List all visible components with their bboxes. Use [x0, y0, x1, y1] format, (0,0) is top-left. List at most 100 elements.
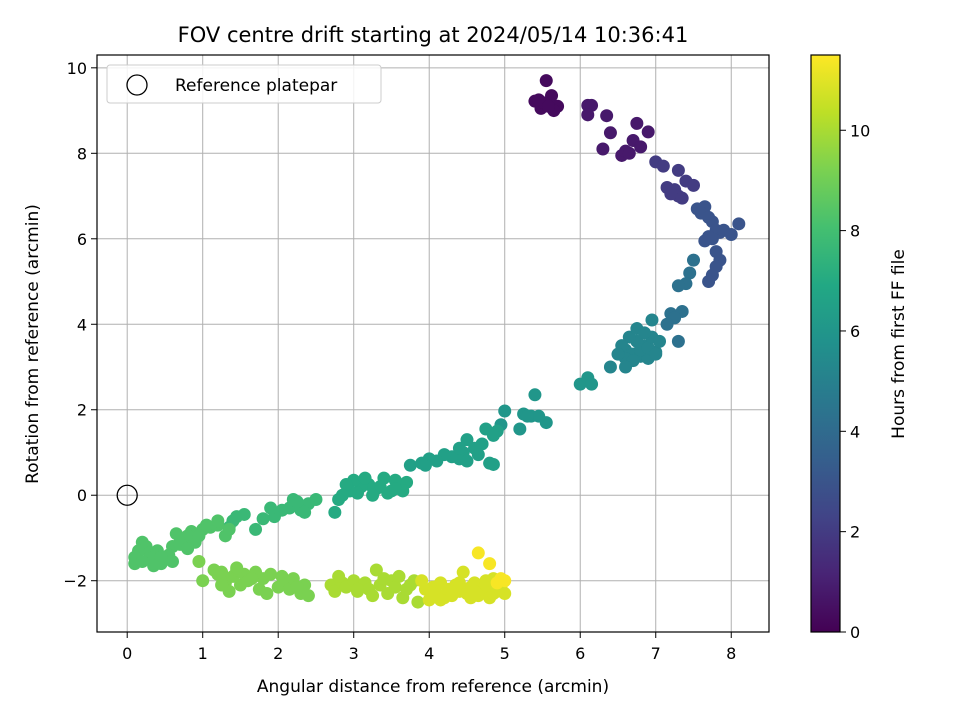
y-axis-label: Rotation from reference (arcmin) — [23, 204, 43, 484]
data-point — [619, 360, 633, 374]
data-point — [199, 518, 213, 532]
data-point — [637, 326, 651, 340]
data-point — [147, 559, 161, 573]
data-point — [630, 116, 644, 130]
data-point — [686, 178, 700, 192]
data-point — [192, 529, 206, 543]
data-point — [154, 550, 168, 564]
data-point — [392, 569, 406, 583]
data-point — [332, 493, 346, 507]
colorbar-label: Hours from first FF file — [889, 249, 909, 439]
data-point — [452, 441, 466, 455]
data-point — [388, 482, 402, 496]
data-point — [415, 456, 429, 470]
data-point — [196, 574, 210, 588]
data-point — [222, 522, 236, 536]
legend-marker-reference — [126, 74, 148, 96]
x-axis-ticks: 0 1 2 3 4 5 6 7 8 — [122, 632, 736, 663]
y-tick-label: 4 — [77, 315, 87, 334]
colorbar-tick-label: 4 — [850, 422, 860, 441]
data-point — [486, 457, 500, 471]
data-point — [585, 377, 599, 391]
x-tick-label: 5 — [500, 644, 510, 663]
colorbar-ticks: 0 2 4 6 8 10 — [840, 121, 870, 642]
x-tick-label: 8 — [726, 644, 736, 663]
data-point — [215, 578, 229, 592]
data-point — [542, 99, 556, 113]
data-point — [705, 232, 719, 246]
x-tick-label: 0 — [122, 644, 132, 663]
data-point — [169, 527, 183, 541]
y-tick-label: 2 — [77, 401, 87, 420]
data-point — [671, 163, 685, 177]
plot-area: 0 1 2 3 4 5 6 7 8 −2 0 2 4 6 8 10 — [63, 54, 770, 663]
data-point — [702, 275, 716, 289]
x-axis-label: Angular distance from reference (arcmin) — [257, 677, 609, 697]
data-point — [264, 567, 278, 581]
data-point — [328, 584, 342, 598]
data-point — [649, 347, 663, 361]
legend-label-reference: Reference platepar — [175, 76, 337, 96]
x-tick-label: 6 — [575, 644, 585, 663]
data-point — [366, 589, 380, 603]
data-point — [471, 448, 485, 462]
colorbar-tick-label: 8 — [850, 222, 860, 241]
data-point — [298, 505, 312, 519]
data-point — [135, 554, 149, 568]
data-point — [686, 253, 700, 267]
data-point — [290, 580, 304, 594]
data-point — [520, 409, 534, 423]
data-points — [128, 74, 746, 609]
data-point — [245, 572, 259, 586]
data-point — [641, 125, 655, 139]
reference-platepar-marker — [116, 484, 138, 506]
colorbar-gradient — [810, 54, 841, 633]
data-point — [332, 569, 346, 583]
data-point — [460, 454, 474, 468]
data-point — [366, 488, 380, 502]
data-point — [339, 478, 353, 492]
legend-box — [106, 64, 382, 104]
y-tick-label: 0 — [77, 486, 87, 505]
data-point — [301, 589, 315, 603]
x-tick-label: 1 — [198, 644, 208, 663]
x-tick-label: 7 — [651, 644, 661, 663]
data-point — [600, 109, 614, 123]
data-point — [683, 266, 697, 280]
data-point — [460, 433, 474, 447]
data-point — [166, 554, 180, 568]
x-tick-label: 3 — [349, 644, 359, 663]
chart-title: FOV centre drift starting at 2024/05/14 … — [178, 23, 689, 47]
data-point — [471, 546, 485, 560]
data-point — [486, 587, 500, 601]
data-point — [411, 595, 425, 609]
reference-marker-group — [116, 484, 138, 506]
y-tick-label: 10 — [67, 59, 87, 78]
data-point — [660, 317, 674, 331]
legend: Reference platepar — [106, 64, 382, 104]
data-point — [675, 191, 689, 205]
x-tick-label: 4 — [424, 644, 434, 663]
data-point — [603, 360, 617, 374]
data-point — [403, 458, 417, 472]
y-tick-label: −2 — [63, 572, 87, 591]
data-point — [468, 584, 482, 598]
colorbar-tick-label: 2 — [850, 523, 860, 542]
colorbar: 0 2 4 6 8 10 Hours from first FF file — [810, 54, 909, 642]
data-point — [456, 565, 470, 579]
data-point — [498, 574, 512, 588]
data-point — [596, 142, 610, 156]
data-point — [211, 514, 225, 528]
data-point — [539, 74, 553, 88]
data-point — [498, 404, 512, 418]
plot-frame — [96, 54, 770, 633]
data-point — [513, 422, 527, 436]
y-tick-label: 8 — [77, 144, 87, 163]
data-point — [528, 388, 542, 402]
data-point — [192, 554, 206, 568]
data-point — [452, 576, 466, 590]
data-point — [358, 471, 372, 485]
colorbar-tick-label: 6 — [850, 322, 860, 341]
data-point — [434, 593, 448, 607]
